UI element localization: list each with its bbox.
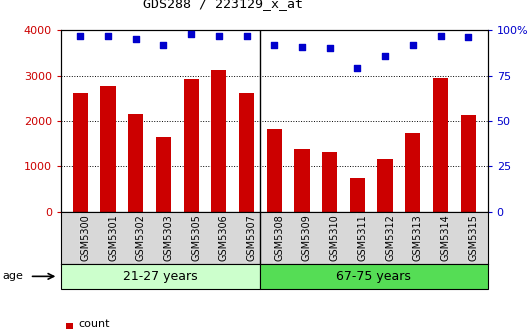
- Bar: [377, 159, 393, 212]
- Text: GSM5306: GSM5306: [219, 214, 229, 261]
- Bar: [433, 78, 448, 212]
- Bar: [100, 86, 116, 212]
- Text: 67-75 years: 67-75 years: [337, 270, 411, 283]
- Point: [270, 42, 279, 47]
- Point: [215, 33, 223, 38]
- Text: GSM5312: GSM5312: [385, 214, 395, 261]
- Bar: [128, 114, 144, 212]
- Bar: [73, 93, 88, 212]
- Text: GSM5305: GSM5305: [191, 214, 201, 261]
- Text: GSM5313: GSM5313: [413, 214, 423, 261]
- Text: GSM5308: GSM5308: [275, 214, 284, 261]
- Bar: [350, 178, 365, 212]
- Text: age: age: [3, 271, 23, 281]
- Point: [104, 33, 112, 38]
- Point: [242, 33, 251, 38]
- Point: [131, 37, 140, 42]
- Bar: [322, 152, 337, 212]
- Bar: [267, 129, 282, 212]
- Point: [76, 33, 85, 38]
- Text: GSM5309: GSM5309: [302, 214, 312, 261]
- Bar: [61, 264, 260, 289]
- Text: count: count: [78, 319, 109, 329]
- Text: GSM5302: GSM5302: [136, 214, 146, 261]
- Point: [464, 35, 472, 40]
- Text: GSM5310: GSM5310: [330, 214, 340, 261]
- Bar: [239, 93, 254, 212]
- Point: [381, 53, 390, 58]
- Text: GDS288 / 223129_x_at: GDS288 / 223129_x_at: [143, 0, 303, 10]
- Bar: [294, 149, 310, 212]
- Point: [353, 66, 361, 71]
- Point: [187, 31, 196, 37]
- Bar: [260, 264, 488, 289]
- Bar: [461, 115, 476, 212]
- Text: GSM5315: GSM5315: [468, 214, 478, 261]
- Bar: [211, 70, 226, 212]
- Bar: [183, 79, 199, 212]
- Point: [298, 44, 306, 49]
- Text: 21-27 years: 21-27 years: [123, 270, 198, 283]
- Point: [409, 42, 417, 47]
- Bar: [156, 137, 171, 212]
- Text: GSM5307: GSM5307: [246, 214, 257, 261]
- Text: GSM5311: GSM5311: [357, 214, 367, 261]
- Text: GSM5314: GSM5314: [440, 214, 450, 261]
- Text: GSM5300: GSM5300: [81, 214, 90, 261]
- Point: [159, 42, 167, 47]
- Bar: [405, 133, 420, 212]
- Text: GSM5301: GSM5301: [108, 214, 118, 261]
- Text: GSM5303: GSM5303: [163, 214, 173, 261]
- Point: [325, 46, 334, 51]
- Point: [436, 33, 445, 38]
